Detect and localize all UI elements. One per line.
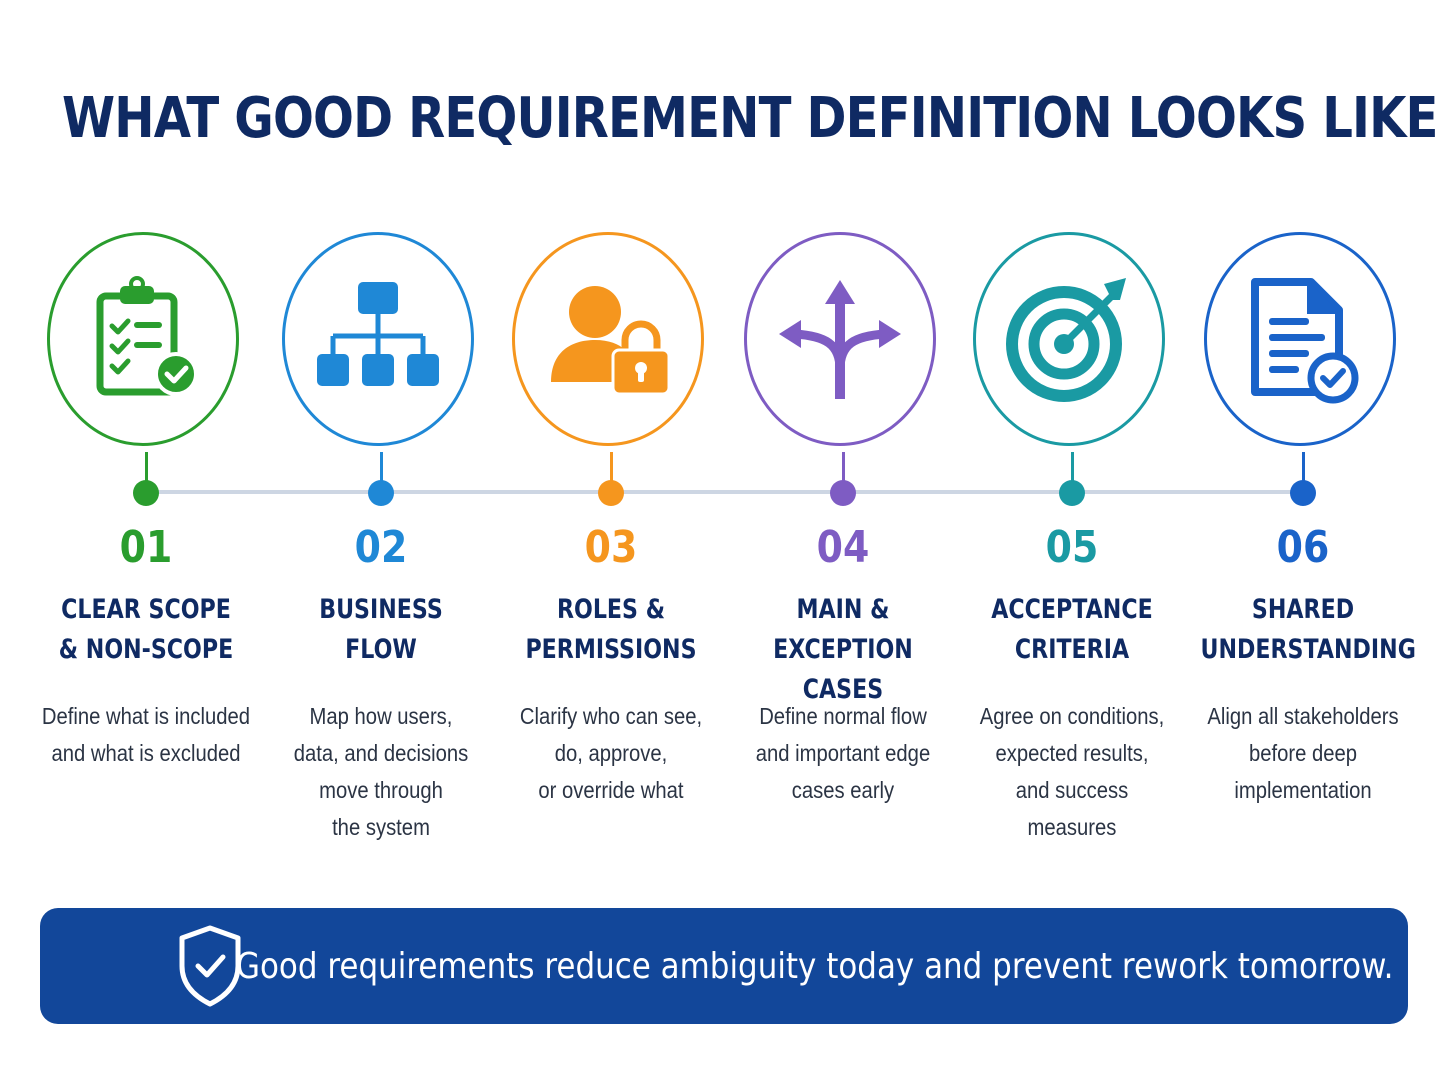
step-stem — [610, 452, 613, 482]
step-main-exception-cases: 04 MAIN & EXCEPTION CASES Define normal … — [728, 0, 958, 860]
step-icon-ring — [512, 232, 704, 446]
step-stem — [1071, 452, 1074, 482]
step-stem — [1302, 452, 1305, 482]
step-icon-ring — [47, 232, 239, 446]
step-stem — [380, 452, 383, 482]
timeline-dot — [830, 480, 856, 506]
page-title: WHAT GOOD REQUIREMENT DEFINITION LOOKS L… — [62, 85, 1438, 151]
step-label: BUSINESS FLOW — [319, 594, 443, 665]
document-check-icon — [1251, 278, 1359, 404]
timeline-connector — [146, 490, 1301, 494]
step-label: ROLES & PERMISSIONS — [525, 594, 697, 665]
clipboard-check-icon — [96, 276, 198, 396]
step-icon-ring — [282, 232, 474, 446]
timeline-dot — [1290, 480, 1316, 506]
timeline-dot — [368, 480, 394, 506]
step-number: 05 — [1045, 522, 1099, 573]
target-arrow-icon — [1006, 278, 1126, 402]
step-description: Clarify who can see, do, approve, or ove… — [519, 703, 703, 803]
step-stem — [145, 452, 148, 482]
step-description: Align all stakeholders before deep imple… — [1207, 703, 1399, 803]
summary-text: Good requirements reduce ambiguity today… — [236, 945, 1394, 987]
timeline-dot — [1059, 480, 1085, 506]
step-number: 04 — [816, 522, 870, 573]
timeline-dot — [598, 480, 624, 506]
summary-banner: Good requirements reduce ambiguity today… — [40, 908, 1408, 1024]
step-label: CLEAR SCOPE & NON-SCOPE — [58, 594, 234, 665]
step-label: ACCEPTANCE CRITERIA — [991, 594, 1153, 665]
step-shared-understanding: 06 SHARED UNDERSTANDING Align all stakeh… — [1188, 0, 1418, 860]
step-clear-scope: 01 CLEAR SCOPE & NON-SCOPE Define what i… — [31, 0, 261, 860]
step-description: Define what is included and what is excl… — [41, 703, 251, 766]
split-arrows-icon — [779, 280, 901, 399]
step-acceptance-criteria: 05 ACCEPTANCE CRITERIA Agree on conditio… — [957, 0, 1187, 860]
step-icon-ring — [1204, 232, 1396, 446]
timeline-dot — [133, 480, 159, 506]
step-number: 03 — [584, 522, 638, 573]
step-number: 01 — [119, 522, 173, 573]
step-number: 06 — [1276, 522, 1330, 573]
shield-check-icon — [179, 925, 241, 1007]
user-lock-icon — [551, 286, 671, 396]
step-icon-ring — [973, 232, 1165, 446]
step-stem — [842, 452, 845, 482]
step-label: SHARED UNDERSTANDING — [1200, 594, 1416, 665]
step-label: MAIN & EXCEPTION CASES — [773, 594, 913, 705]
step-icon-ring — [744, 232, 936, 446]
step-description: Agree on conditions, expected results, a… — [979, 703, 1165, 840]
step-business-flow: 02 BUSINESS FLOW Map how users, data, an… — [266, 0, 496, 860]
step-roles-permissions: 03 ROLES & PERMISSIONS Clarify who can s… — [496, 0, 726, 860]
step-description: Define normal flow and important edge ca… — [755, 703, 931, 803]
step-number: 02 — [354, 522, 408, 573]
step-description: Map how users, data, and decisions move … — [293, 703, 469, 840]
hierarchy-flow-icon — [317, 282, 439, 386]
